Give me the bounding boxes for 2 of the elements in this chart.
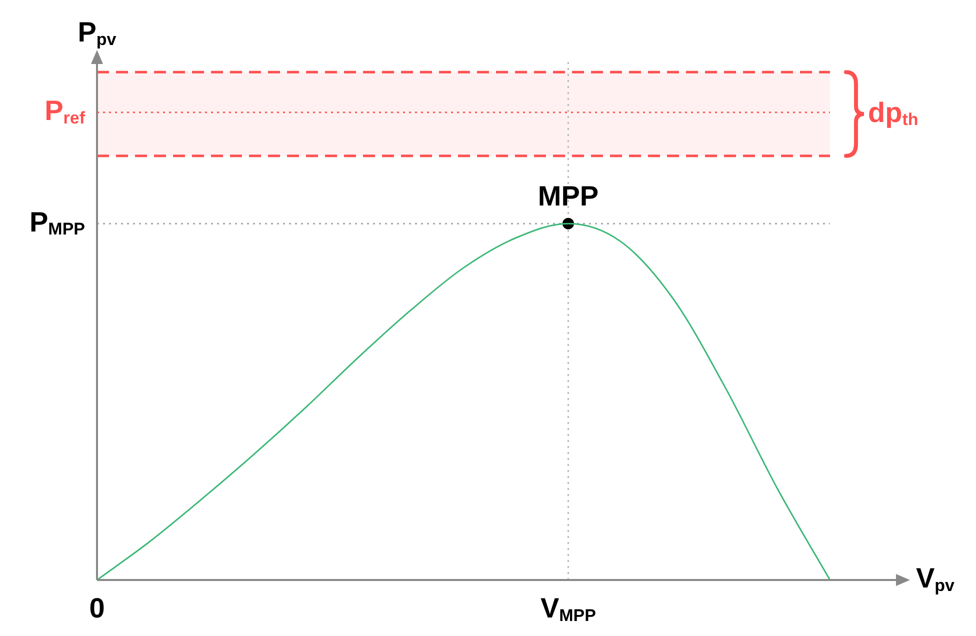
annotation: MPP [538,180,599,212]
x-tick-label: 0 [89,592,105,624]
